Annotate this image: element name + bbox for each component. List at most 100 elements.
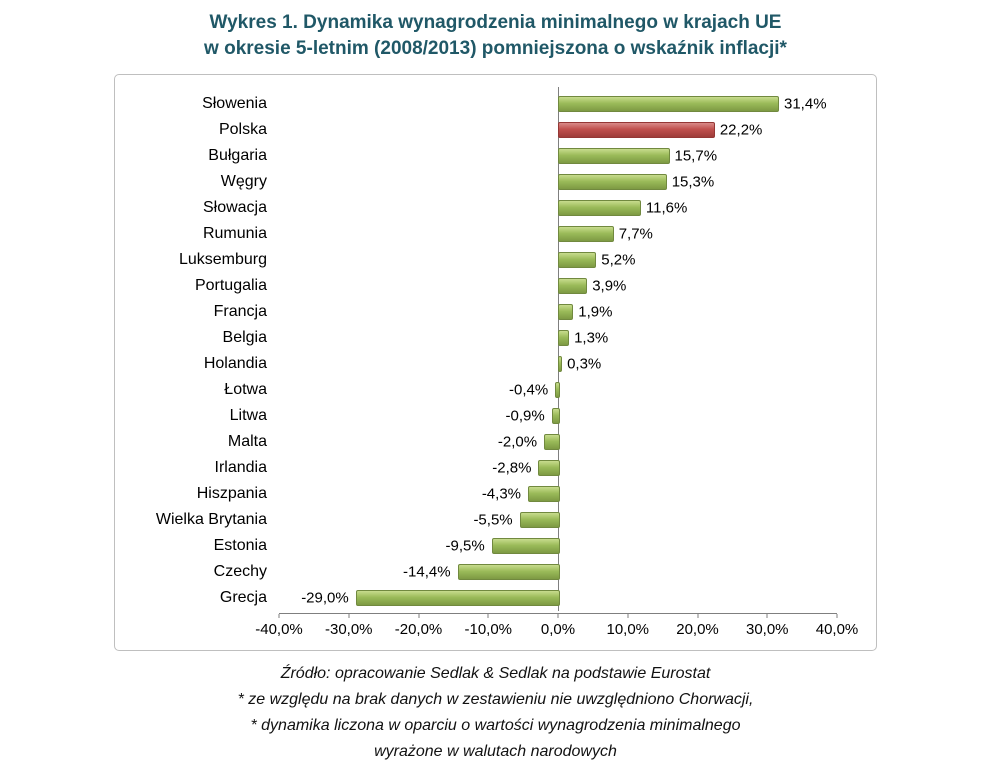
chart-row: Łotwa -0,4% bbox=[119, 377, 868, 403]
bar-track: -5,5% bbox=[279, 507, 837, 533]
bar-track: 0,3% bbox=[279, 351, 837, 377]
bar-track: 31,4% bbox=[279, 91, 837, 117]
category-label: Holandia bbox=[203, 355, 267, 373]
chart-row: Irlandia -2,8% bbox=[119, 455, 868, 481]
bar bbox=[558, 200, 641, 217]
category-label: Estonia bbox=[213, 537, 267, 555]
chart-title-line1: Wykres 1. Dynamika wynagrodzenia minimal… bbox=[209, 12, 782, 33]
value-label: 1,9% bbox=[578, 303, 613, 321]
chart-row: Słowacja 11,6% bbox=[119, 195, 868, 221]
axis-tick bbox=[836, 614, 838, 619]
bar bbox=[355, 590, 560, 607]
axis-tick bbox=[418, 614, 419, 619]
value-label: 1,3% bbox=[574, 329, 609, 347]
bar-track: -4,3% bbox=[279, 481, 837, 507]
bar bbox=[558, 96, 779, 113]
axis-tick bbox=[557, 614, 559, 619]
footer-line: Źródło: opracowanie Sedlak & Sedlak na p… bbox=[280, 665, 711, 683]
category-label: Słowenia bbox=[202, 95, 267, 113]
bar bbox=[558, 226, 614, 243]
axis-tick-label: 0,0% bbox=[540, 621, 576, 639]
bar bbox=[558, 356, 563, 373]
bar bbox=[558, 278, 588, 295]
bar bbox=[519, 512, 560, 529]
bar-track: -14,4% bbox=[279, 559, 837, 585]
bar-track: -0,9% bbox=[279, 403, 837, 429]
value-label: -9,5% bbox=[445, 537, 485, 555]
bar-track: -2,8% bbox=[279, 455, 837, 481]
bar-track: 3,9% bbox=[279, 273, 837, 299]
value-label: 11,6% bbox=[645, 199, 688, 217]
footer-line: * dynamika liczona w oparciu o wartości … bbox=[250, 717, 741, 735]
value-label: 7,7% bbox=[618, 225, 653, 243]
category-label: Polska bbox=[218, 121, 267, 139]
chart-row: Hiszpania -4,3% bbox=[119, 481, 868, 507]
category-label: Grecja bbox=[219, 589, 267, 607]
category-label: Węgry bbox=[220, 173, 267, 191]
bar bbox=[558, 252, 597, 269]
bar-track: -9,5% bbox=[279, 533, 837, 559]
axis-tick-label: 30,0% bbox=[745, 621, 789, 639]
category-label: Bułgaria bbox=[208, 147, 267, 165]
axis-tick-label: 40,0% bbox=[815, 621, 859, 639]
category-label: Irlandia bbox=[214, 459, 267, 477]
category-label: Belgia bbox=[222, 329, 267, 347]
value-label: 5,2% bbox=[601, 251, 636, 269]
bar bbox=[558, 174, 667, 191]
x-axis: -40,0% -30,0% -20,0% -10,0% 0,0% 10,0% 20,0% 30… bbox=[119, 613, 868, 644]
bar-track: 15,7% bbox=[279, 143, 837, 169]
bar bbox=[528, 486, 560, 503]
value-label: 15,7% bbox=[674, 147, 718, 165]
bar bbox=[555, 382, 560, 399]
chart-row: Polska 22,2% bbox=[119, 117, 868, 143]
category-label: Portugalia bbox=[194, 277, 267, 295]
chart-row: Portugalia 3,9% bbox=[119, 273, 868, 299]
bar bbox=[551, 408, 560, 425]
chart-title-line2: w okresie 5-letnim (2008/2013) pomniejsz… bbox=[204, 38, 787, 60]
axis-tick bbox=[348, 614, 350, 619]
chart-row: Bułgaria 15,7% bbox=[119, 143, 868, 169]
bar bbox=[457, 564, 560, 581]
axis-tick-label: 20,0% bbox=[676, 621, 719, 639]
x-axis-scale: -40,0% -30,0% -20,0% -10,0% 0,0% 10,0% 20,0% 30… bbox=[255, 613, 858, 644]
chart-title: Wykres 1. Dynamika wynagrodzenia minimal… bbox=[0, 10, 991, 62]
category-label: Słowacja bbox=[202, 199, 267, 217]
category-label: Luksemburg bbox=[178, 251, 267, 269]
bar bbox=[558, 330, 570, 347]
axis-tick-label: -30,0% bbox=[324, 621, 373, 639]
category-label: Wielka Brytania bbox=[155, 511, 267, 529]
chart-row: Grecja -29,0% bbox=[119, 585, 868, 611]
plot-area: Słowenia 31,4% Polska 22,2% Bułgaria 15,7% Węg… bbox=[119, 87, 868, 612]
value-label: -2,0% bbox=[497, 433, 538, 451]
value-label: -4,3% bbox=[481, 485, 521, 503]
axis-tick bbox=[487, 614, 489, 619]
value-label: -0,9% bbox=[505, 407, 545, 425]
bar-track: 7,7% bbox=[279, 221, 837, 247]
chart-row: Wielka Brytania -5,5% bbox=[119, 507, 868, 533]
category-label: Litwa bbox=[229, 407, 267, 425]
value-label: -14,4% bbox=[403, 563, 451, 581]
footer-line: * ze względu na brak danych w zestawieni… bbox=[237, 691, 754, 709]
category-label: Malta bbox=[227, 433, 267, 451]
chart-row: Malta -2,0% bbox=[119, 429, 868, 455]
chart-row: Estonia -9,5% bbox=[119, 533, 868, 559]
value-label: -2,8% bbox=[492, 459, 532, 477]
axis-tick-label: -20,0% bbox=[394, 621, 443, 639]
bar bbox=[558, 304, 574, 321]
bar-track: -0,4% bbox=[279, 377, 837, 403]
chart-row: Czechy -14,4% bbox=[119, 559, 868, 585]
axis-tick bbox=[697, 614, 698, 619]
bar-track: 1,3% bbox=[279, 325, 837, 351]
chart-row: Belgia 1,3% bbox=[119, 325, 868, 351]
value-label: 0,3% bbox=[567, 355, 602, 373]
bar bbox=[558, 148, 670, 165]
chart-row: Francja 1,9% bbox=[119, 299, 868, 325]
source-note: Źródło: opracowanie Sedlak & Sedlak na p… bbox=[0, 661, 991, 765]
axis-tick bbox=[278, 614, 280, 619]
bar-track: -29,0% bbox=[279, 585, 837, 611]
bar-track: -2,0% bbox=[279, 429, 837, 455]
footer-line: wyrażone w walutach narodowych bbox=[374, 743, 617, 761]
axis-tick bbox=[766, 614, 768, 619]
chart-row: Holandia 0,3% bbox=[119, 351, 868, 377]
